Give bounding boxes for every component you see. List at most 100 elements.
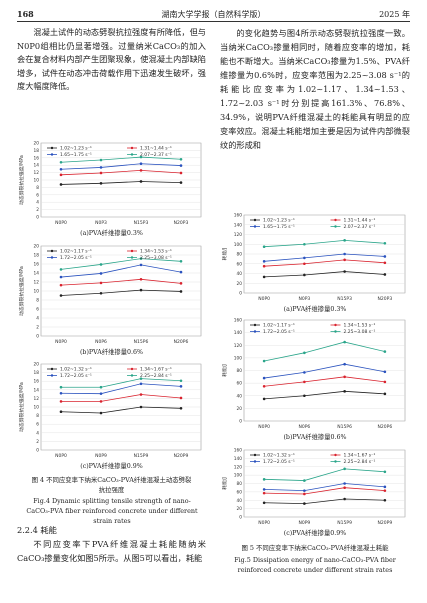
x-tick-label: N15P3 — [134, 220, 149, 226]
y-tick-label: 4 — [36, 200, 39, 206]
point — [303, 371, 306, 374]
series-line — [60, 169, 182, 176]
legend-label: 1.34~1.67 s⁻¹ — [344, 453, 376, 459]
line-chart: 0 20 40 60 80 100 120 140 160 耗能/J N0P0 N0P3 N15P3 N2… — [221, 213, 406, 302]
point — [303, 489, 306, 492]
legend-marker — [334, 323, 337, 327]
x-tick-label: N20P9 — [378, 520, 393, 526]
legend-marker — [334, 460, 337, 463]
point — [179, 157, 183, 161]
y-tick-label: 18 — [34, 253, 40, 259]
chart-caption: (a)PVA纤维掺量0.3% — [80, 230, 143, 237]
x-tick-label: N15P3 — [337, 296, 352, 302]
y-tick-label: 100 — [234, 355, 242, 361]
y-tick-label: 100 — [234, 242, 242, 248]
point — [383, 485, 387, 489]
figure-caption-cn: 图 5 不同应变率下纳米CaCO₃-PVA纤维混凝土耗能 — [241, 544, 389, 552]
x-tick-label: N0P3 — [298, 296, 310, 302]
y-tick-label: 80 — [237, 481, 243, 487]
point — [343, 252, 346, 256]
y-axis-label: 耗能/J — [221, 364, 228, 377]
point — [59, 391, 63, 395]
legend-marker — [253, 218, 257, 222]
y-tick-label: 6 — [36, 307, 39, 313]
legend-label: 1.02~1.32 s⁻¹ — [263, 453, 295, 459]
point — [99, 166, 103, 169]
point — [262, 275, 266, 279]
series-line — [60, 163, 182, 170]
legend-marker — [130, 153, 134, 156]
point — [139, 169, 143, 172]
figure-caption-en: Fig.4 Dynamic splitting tensile strength… — [26, 497, 198, 525]
y-tick-label: 40 — [237, 271, 243, 277]
y-tick-label: 18 — [34, 148, 40, 154]
point — [343, 340, 346, 344]
y-tick-label: 100 — [234, 473, 242, 479]
chart-caption: (b)PVA纤维掺量0.6% — [283, 434, 347, 441]
point — [59, 400, 63, 403]
point — [99, 291, 103, 295]
point — [99, 158, 103, 162]
y-tick-label: 2 — [36, 325, 39, 331]
y-tick-label: 0 — [239, 515, 242, 521]
legend-marker — [334, 453, 337, 457]
legend-marker — [253, 453, 257, 457]
point — [59, 410, 63, 414]
legend-marker — [130, 256, 134, 259]
series-line — [61, 394, 182, 402]
point — [59, 173, 63, 177]
point — [99, 411, 103, 415]
series-line — [60, 383, 182, 395]
point — [303, 394, 306, 398]
legend-marker — [50, 374, 54, 377]
point — [99, 392, 103, 395]
series-line — [264, 259, 385, 267]
y-tick-label: 60 — [237, 489, 243, 495]
legend-label: 1.34~1.53 s⁻¹ — [140, 249, 172, 255]
point — [59, 160, 63, 164]
x-tick-label: N20P3 — [174, 220, 189, 226]
page-number: 168 — [17, 9, 34, 19]
point — [343, 497, 346, 501]
point — [139, 278, 143, 281]
y-tick-label: 20 — [34, 141, 40, 147]
y-tick-label: 0 — [36, 215, 39, 221]
y-tick-label: 20 — [237, 506, 243, 512]
y-tick-label: 20 — [34, 362, 40, 368]
point — [343, 482, 346, 485]
y-tick-label: 40 — [237, 498, 243, 504]
legend-label: 1.34~1.53 s⁻¹ — [344, 323, 376, 329]
legend-marker — [253, 225, 257, 228]
point — [343, 270, 346, 273]
point — [262, 359, 266, 363]
line-chart: 0 20 40 60 80 100 120 140 160 耗能/J N0P0 N0P6 N15P6 N2… — [221, 318, 406, 430]
journal-name: 湖南大学学报（自然科学版） — [161, 10, 266, 19]
legend-label: 1.02~1.23 s⁻¹ — [263, 218, 295, 224]
y-tick-label: 20 — [34, 244, 40, 250]
point — [262, 397, 266, 401]
x-tick-label: N0P6 — [95, 339, 107, 345]
legend-marker — [334, 330, 337, 333]
point — [59, 283, 63, 287]
point — [59, 275, 63, 279]
point — [179, 290, 183, 293]
y-tick-label: 160 — [234, 213, 242, 219]
legend-label: 2.25~3.08 s⁻¹ — [140, 255, 172, 261]
legend-label: 1.72~2.05 s⁻¹ — [263, 329, 295, 335]
x-tick-label: N15P6 — [337, 424, 352, 430]
point — [59, 268, 63, 271]
legend-marker — [130, 249, 134, 253]
chart-caption: (c)PVA纤维掺量0.9% — [80, 463, 143, 470]
legend-marker — [50, 367, 54, 371]
line-chart: 0 2 4 6 8 10 12 14 16 18 20 动态劈裂抗拉强度/MPa N0P0 N0P6 N15… — [18, 244, 202, 345]
point — [262, 488, 266, 491]
x-tick-label: N20P6 — [174, 339, 189, 345]
series-line — [60, 278, 182, 286]
y-tick-label: 140 — [234, 222, 242, 228]
point — [343, 362, 346, 366]
point — [139, 288, 143, 292]
point — [383, 273, 387, 276]
point — [303, 242, 306, 246]
point — [303, 479, 306, 482]
y-tick-label: 18 — [34, 370, 40, 376]
